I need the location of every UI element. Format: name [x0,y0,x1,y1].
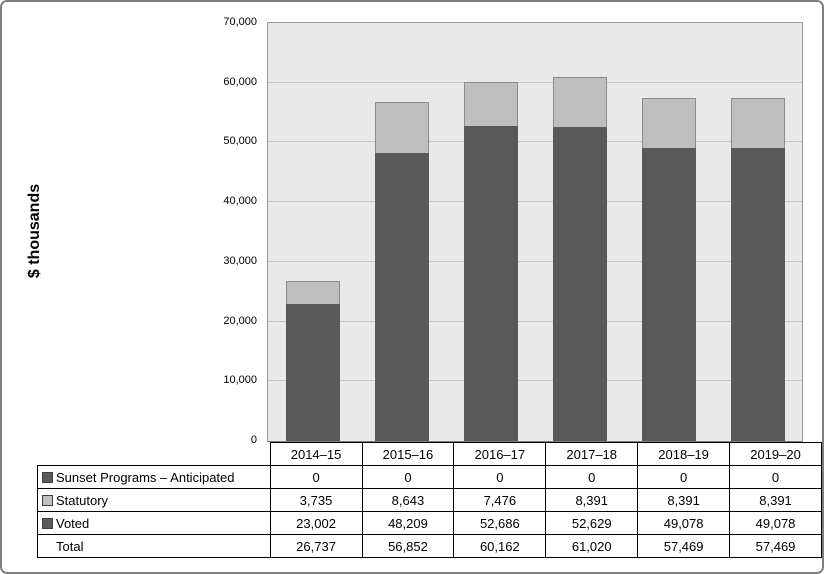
table-row: Sunset Programs – Anticipated 0 0 0 0 0 0 [37,465,822,489]
row-label: Statutory [37,488,271,512]
table-cell-value: 48,209 [361,511,455,535]
gridline [268,81,802,83]
table-row: Statutory 3,735 8,643 7,476 8,391 8,391 8,391 [37,488,822,512]
x-axis-category-label: 2014–15 [269,442,363,466]
row-label: Total [37,534,271,558]
bar-segment-voted [374,153,429,441]
table-cell-value: 0 [453,465,547,489]
bar-segment-statutory [463,81,518,127]
table-cell-value: 57,469 [729,534,822,558]
table-cell-value: 52,629 [545,511,639,535]
table-cell-value: 57,469 [637,534,731,558]
row-label-text: Statutory [56,492,109,508]
bar-segment-voted [285,303,340,441]
bar-segment-statutory [730,97,785,148]
row-label: Sunset Programs – Anticipated [37,465,271,489]
bar-segment-statutory [641,97,696,148]
gridline [268,141,802,143]
row-label-text: Total [56,538,84,554]
x-axis-category-label: 2018–19 [637,442,731,466]
y-tick-label: 0 [250,434,257,446]
table-cell-value: 0 [729,465,822,489]
row-label: Voted [37,511,271,535]
bar-segment-statutory [552,76,607,127]
table-corner-blank [38,443,271,466]
plot-area [267,22,803,442]
x-axis-category-label: 2019–20 [729,442,822,466]
x-axis-category-label: 2016–17 [453,442,547,466]
stacked-bar [730,97,785,441]
y-tick-label: 40,000 [223,195,257,208]
legend-swatch-icon [42,517,53,529]
table-cell-value: 61,020 [545,534,639,558]
table-cell-value: 0 [361,465,455,489]
table-cell-value: 3,735 [269,488,363,512]
y-axis-title-text: $ thousands [26,183,44,279]
y-tick-label: 70,000 [223,16,257,28]
stacked-bar [552,76,607,441]
stacked-bar [641,97,696,441]
gridline [268,201,802,203]
table-cell-value: 0 [545,465,639,489]
x-axis-category-label: 2015–16 [361,442,455,466]
table-row: Total 26,737 56,852 60,162 61,020 57,469 57,46… [37,534,822,558]
data-table: 2014–15 2015–16 2016–17 2017–18 2018–19 2019–… [37,442,822,558]
row-label-text: Sunset Programs – Anticipated [56,469,235,485]
table-cell-value: 60,162 [453,534,547,558]
stacked-bar [374,101,429,441]
table-cell-value: 8,643 [361,488,455,512]
gridline [268,380,802,382]
table-cell-value: 23,002 [269,511,363,535]
table-cell-value: 7,476 [453,488,547,512]
table-cell-value: 49,078 [729,511,822,535]
y-tick-label: 50,000 [223,135,257,148]
bar-segment-statutory [285,281,340,304]
table-cell-value: 8,391 [545,488,639,512]
legend-swatch-icon [42,494,53,506]
y-axis-title: $ thousands [2,22,68,440]
gridline [268,260,802,262]
row-label-text: Voted [56,515,90,531]
y-tick-label: 20,000 [223,314,257,327]
table-cell-value: 8,391 [729,488,822,512]
table-cell-value: 26,737 [269,534,363,558]
y-tick-label: 10,000 [223,374,257,387]
bar-segment-voted [730,147,785,441]
y-tick-label: 60,000 [223,75,257,88]
bar-segment-voted [463,126,518,441]
legend-swatch-icon [42,471,53,483]
table-cell-value: 56,852 [361,534,455,558]
table-cell-value: 52,686 [453,511,547,535]
bar-segment-statutory [374,101,429,154]
x-axis-category-label: 2017–18 [545,442,639,466]
y-tick-label: 30,000 [223,254,257,267]
table-row: Voted 23,002 48,209 52,686 52,629 49,078 49,07… [37,511,822,535]
bar-segment-voted [552,126,607,441]
gridline [268,320,802,322]
table-cell-value: 0 [269,465,363,489]
table-cell-value: 8,391 [637,488,731,512]
stacked-bar [463,81,518,441]
table-cell-value: 0 [637,465,731,489]
bar-segment-voted [641,147,696,441]
table-cell-value: 49,078 [637,511,731,535]
stacked-bar [285,281,340,441]
